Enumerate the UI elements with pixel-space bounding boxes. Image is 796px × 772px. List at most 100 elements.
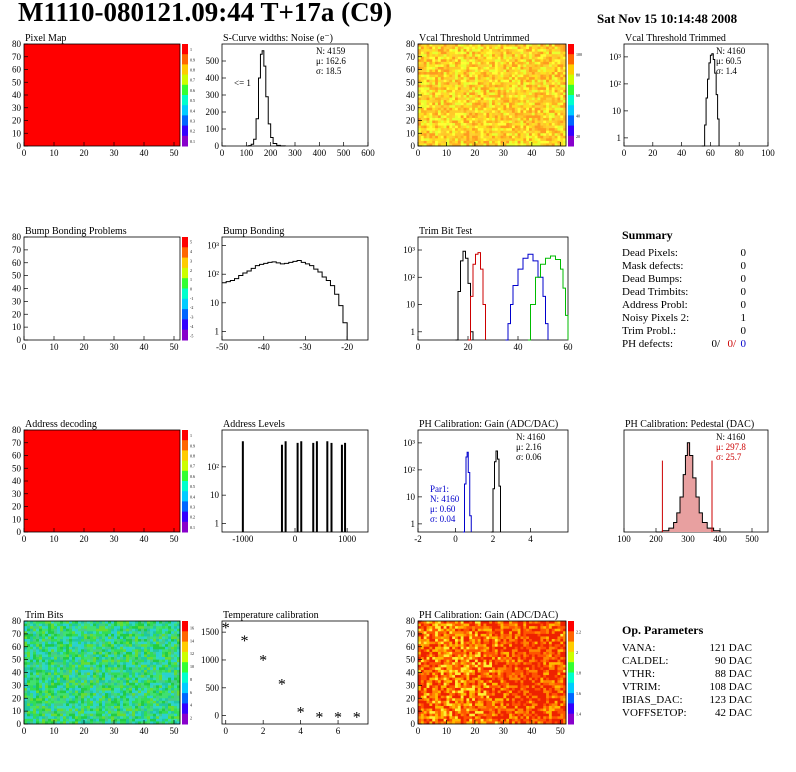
heatmap-cell xyxy=(446,133,450,137)
heatmap-cell xyxy=(162,690,166,694)
heatmap-cell xyxy=(108,682,112,686)
heatmap-cell xyxy=(24,708,28,712)
heatmap-cell xyxy=(120,659,124,663)
heatmap-cell xyxy=(543,100,547,104)
heatmap-cell xyxy=(492,72,496,75)
heatmap-cell xyxy=(449,623,453,627)
heatmap-cell xyxy=(39,680,43,684)
y-tick-label: 0 xyxy=(215,711,220,721)
heatmap-cell xyxy=(432,87,436,91)
heatmap-cell xyxy=(48,700,52,704)
heatmap-cell xyxy=(162,672,166,676)
heatmap-cell xyxy=(500,82,504,86)
heatmap-cell xyxy=(159,682,163,686)
heatmap-cell xyxy=(90,718,94,722)
heatmap-cell xyxy=(108,623,112,627)
heatmap-cell xyxy=(57,695,61,699)
heatmap-cell xyxy=(69,636,73,640)
heatmap-cell xyxy=(460,74,464,78)
heatmap-cell xyxy=(150,718,154,722)
heatmap-cell xyxy=(463,110,467,114)
heatmap-cell xyxy=(54,705,58,709)
heatmap-cell xyxy=(27,664,31,668)
heatmap-cell xyxy=(437,117,442,121)
heatmap-cell xyxy=(423,626,427,630)
heatmap-cell xyxy=(27,680,31,684)
heatmap-cell xyxy=(27,698,31,702)
heatmap-cell xyxy=(24,646,28,650)
heatmap-cell xyxy=(466,130,470,134)
heatmap-cell xyxy=(457,100,462,104)
heatmap-cell xyxy=(517,59,521,63)
heatmap-cell xyxy=(534,135,538,139)
heatmap-cell xyxy=(147,693,151,697)
heatmap-cell xyxy=(33,631,37,635)
heatmap-cell xyxy=(509,636,513,640)
heatmap-cell xyxy=(534,133,538,137)
heatmap-cell xyxy=(423,636,427,640)
heatmap-cell xyxy=(472,628,476,632)
heatmap-cell xyxy=(87,657,91,661)
heatmap-cell xyxy=(141,682,145,686)
heatmap-cell xyxy=(526,72,530,75)
heatmap-cell xyxy=(48,646,52,650)
heatmap-cell xyxy=(529,117,533,121)
heatmap-cell xyxy=(526,636,530,640)
heatmap-cell xyxy=(423,56,427,60)
heatmap-cell xyxy=(494,56,499,60)
heatmap-cell xyxy=(126,672,130,676)
heatmap-cell xyxy=(446,140,450,144)
heatmap-cell xyxy=(474,636,479,640)
heatmap-cell xyxy=(543,117,547,121)
y-tick-label: 70 xyxy=(406,52,416,62)
heatmap-cell xyxy=(474,626,479,630)
heatmap-cell xyxy=(156,669,160,673)
heatmap-cell xyxy=(435,49,439,53)
heatmap-cell xyxy=(132,667,136,671)
heatmap-cell xyxy=(449,105,453,109)
heatmap-cell xyxy=(36,646,40,650)
heatmap-cell xyxy=(123,687,127,691)
heatmap-cell xyxy=(147,687,151,691)
heatmap-cell xyxy=(457,138,462,142)
heatmap-cell xyxy=(440,138,445,142)
heatmap-cell xyxy=(435,92,439,96)
heatmap-cell xyxy=(429,49,433,53)
heatmap-cell xyxy=(84,639,88,642)
heatmap-cell xyxy=(60,646,64,650)
heatmap-cell xyxy=(457,72,462,75)
heatmap-cell xyxy=(66,690,70,694)
heatmap-cell xyxy=(546,115,550,119)
heatmap-cell xyxy=(531,138,536,142)
chart-title: Trim Bits xyxy=(25,610,63,621)
heatmap-cell xyxy=(90,621,94,624)
heatmap-cell xyxy=(443,628,447,632)
heatmap-cell xyxy=(446,95,450,98)
heatmap-cell xyxy=(120,626,124,630)
heatmap-cell xyxy=(435,56,439,60)
histogram-series xyxy=(656,442,721,533)
heatmap-cell xyxy=(87,693,91,697)
heatmap-cell xyxy=(78,657,82,661)
heatmap-cell xyxy=(429,115,433,119)
heatmap-cell xyxy=(141,675,145,679)
heatmap-cell xyxy=(531,89,536,93)
heatmap-cell xyxy=(511,84,516,88)
palette-segment xyxy=(182,450,188,462)
heatmap-cell xyxy=(440,128,445,132)
heatmap-cell xyxy=(440,61,445,65)
heatmap-cell xyxy=(483,46,487,50)
heatmap-cell xyxy=(141,711,145,715)
heatmap-cell xyxy=(27,667,31,671)
heatmap-cell xyxy=(165,687,169,691)
y-tick-label: 0 xyxy=(17,527,22,537)
heatmap-cell xyxy=(141,644,145,648)
heatmap-cell xyxy=(162,626,166,630)
heatmap-cell xyxy=(141,633,145,637)
heatmap-cell xyxy=(551,92,556,96)
heatmap-cell xyxy=(460,61,464,65)
heatmap-cell xyxy=(548,46,553,50)
heatmap-cell xyxy=(81,651,85,655)
heatmap-cell xyxy=(72,693,76,697)
heatmap-cell xyxy=(486,66,490,70)
